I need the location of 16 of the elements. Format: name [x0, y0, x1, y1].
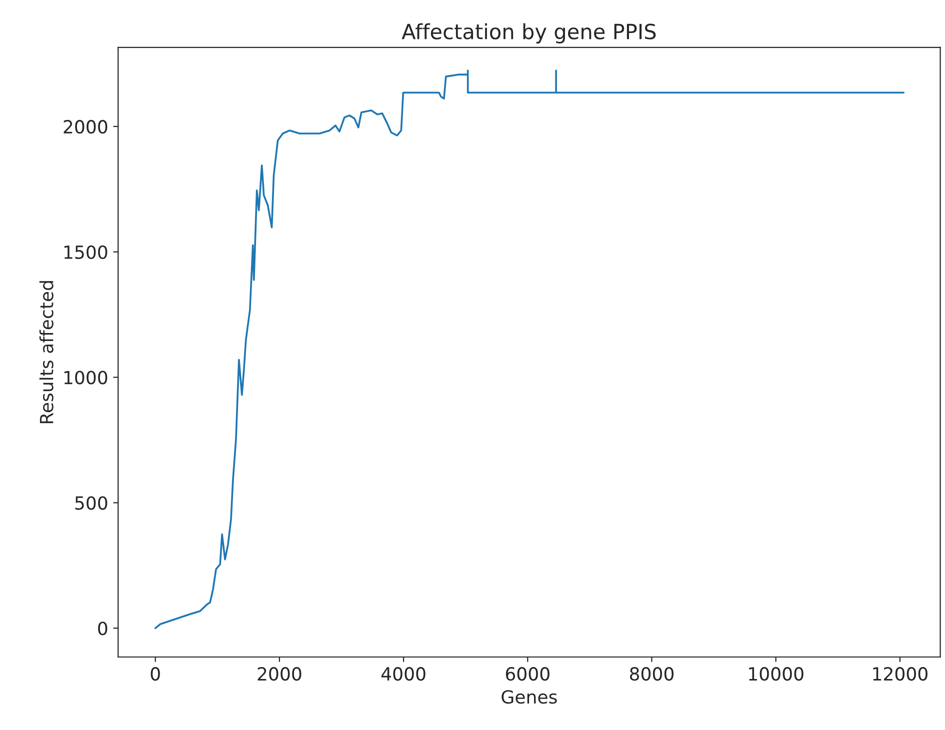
- x-tick-label: 8000: [630, 667, 674, 681]
- y-axis-title: Results affected: [39, 281, 54, 424]
- y-tick-label: 2000: [64, 120, 108, 134]
- chart-title: Affectation by gene PPIS: [402, 23, 656, 44]
- y-tick-label: 1500: [64, 245, 108, 260]
- x-tick-label: 2000: [258, 667, 302, 681]
- x-tick-label: 10000: [749, 667, 804, 681]
- x-tick-label: 4000: [381, 667, 426, 681]
- x-tick-label: 0: [150, 667, 160, 681]
- line-series: [154, 70, 905, 630]
- y-tick-label: 0: [98, 622, 108, 636]
- y-tick-label: 500: [75, 496, 108, 510]
- x-tick-label: 6000: [506, 667, 550, 681]
- y-tick-label: 1000: [64, 370, 108, 384]
- x-tick-label: 12000: [873, 667, 928, 681]
- x-axis-title: Genes: [502, 690, 557, 704]
